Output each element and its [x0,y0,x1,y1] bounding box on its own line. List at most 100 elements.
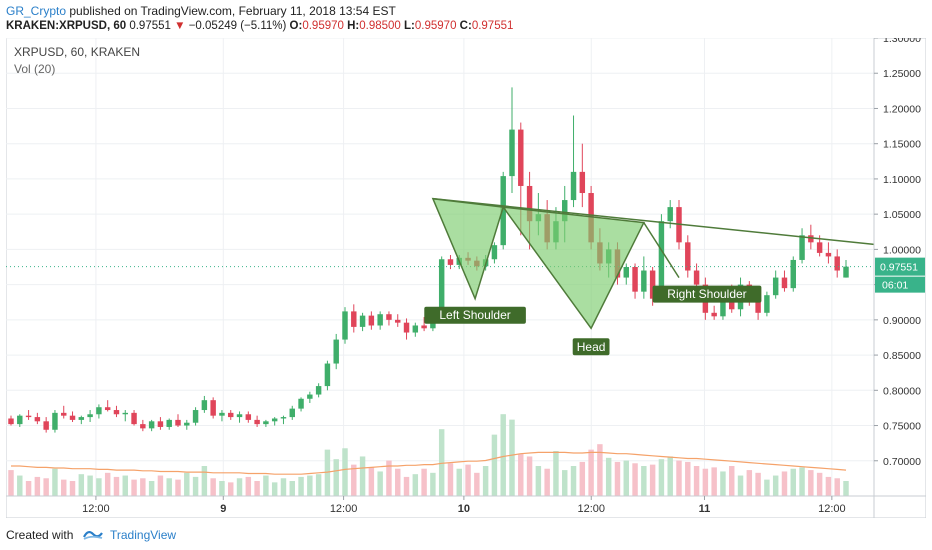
candle-body [438,259,445,310]
symbol-ohlc-line: KRAKEN:XRPUSD, 60 0.97551 ▼ −0.05249 (−5… [6,20,513,32]
candle-body [403,322,410,333]
candle-body [157,421,164,427]
volume-bar [421,468,427,496]
candle-body [764,295,770,313]
volume-bar [43,478,49,496]
candle-body [693,270,700,285]
volume-bar [509,419,515,496]
volume-bar [570,466,577,496]
volume-bar [113,476,120,496]
right-shoulder-label: Right Shoulder [667,287,746,301]
right-shoulder-line [643,222,680,279]
candle-body [500,176,506,246]
chart-area[interactable]: 1.30000 1.25000 1.20000 1.15000 1.10000 1.050… [5,33,927,519]
candle-body [526,185,533,222]
volume-bar [790,468,796,496]
left-shoulder-label: Left Shoulder [439,308,510,322]
volume-ma-line [11,451,847,475]
candle-body [289,408,295,418]
candle-body [799,235,805,260]
author-link[interactable]: GR_Crypto [6,4,67,18]
candle-body [104,407,111,411]
volume-bar [808,470,814,496]
volume-bar [834,478,840,496]
volume-bar [307,475,313,496]
tradingview-brand-link[interactable]: TradingView [110,528,177,542]
candle-body [518,129,524,186]
price-tick-label: 1.15000 [883,139,921,151]
candle-body [491,245,498,260]
candle-body [228,412,234,418]
last-price-tag [875,257,925,276]
volume-bar [403,476,410,496]
volume-bar [148,481,155,496]
candle-body [52,412,58,430]
right-shoulder-label-box [652,285,762,303]
volume-bar [210,478,216,496]
volume-bar [482,466,489,496]
last-price-tag-label: 0.97551 [880,262,918,274]
price-tick-label: 0.85000 [883,350,921,362]
high-label: H: [347,20,360,32]
candle-body [755,298,761,313]
neckline [432,197,875,246]
candle-body [649,270,656,299]
open-label: O: [289,20,303,32]
candle-body [8,418,14,425]
volume-bar [34,476,41,496]
candle-body [245,414,252,420]
volume-bar [553,451,559,496]
volume-bar [544,468,550,496]
volume-bar [702,468,709,496]
volume-bar [157,475,164,496]
volume-bar [69,481,76,496]
candle-body [298,398,304,409]
candle-body [790,259,796,289]
candle-body [579,171,586,194]
time-tick-label: 11 [699,503,711,515]
candle-body [562,200,568,222]
volume-bar [192,476,199,496]
candle-body [25,415,32,418]
candle-body [201,400,208,411]
candle-body [280,417,287,419]
volume-bar [201,466,208,496]
volume-bar [333,459,339,496]
time-tick-label: 10 [458,503,470,515]
volume-bar [737,475,744,496]
volume-bar [236,478,243,496]
volume-bar [377,471,383,496]
head-label-box [572,338,610,356]
candle-body [377,314,383,326]
candle-body [711,312,717,317]
candle-body [87,414,93,418]
volume-bar [263,475,269,496]
down-arrow-icon: ▼ [174,20,186,32]
volume-bar [447,463,454,496]
volume-bar [315,474,322,496]
price-change: −0.05249 (−5.11%) [188,20,287,32]
volume-bar [667,456,673,496]
candle-body [184,422,190,426]
price-chart[interactable]: 1.30000 1.25000 1.20000 1.15000 1.10000 1.050… [5,33,927,519]
candle-body [632,267,638,292]
symbol-label: KRAKEN:XRPUSD, 60 [6,20,127,32]
tradingview-logo-icon [83,530,103,540]
candle-body [781,277,788,289]
candle-body [61,412,67,416]
candle-body [412,325,419,333]
volume-bar [781,471,788,496]
candle-body [395,319,401,323]
volume-bar [8,470,14,496]
volume-bar [61,479,67,496]
price-tick-label: 1.05000 [883,209,921,221]
last-price: 0.97551 [129,20,171,32]
volume-bar [456,468,462,496]
volume-bar [465,464,471,496]
volume-bar [597,444,603,496]
publication-header: GR_Crypto published on TradingView.com, … [0,0,932,38]
volume-bar [825,476,832,496]
candle-body [333,339,339,364]
volume-bar [184,472,190,496]
volume-bar [245,476,252,496]
